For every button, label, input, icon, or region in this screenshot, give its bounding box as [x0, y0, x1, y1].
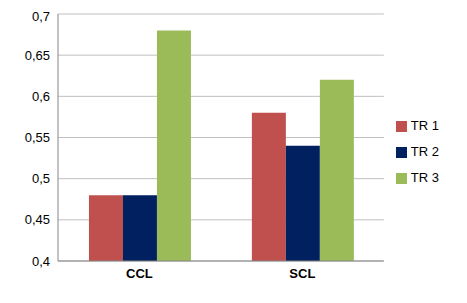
svg-text:0,4: 0,4 [32, 254, 50, 269]
svg-text:CCL: CCL [126, 266, 153, 281]
svg-text:SCL: SCL [289, 266, 315, 281]
svg-text:0,7: 0,7 [32, 9, 50, 24]
html-text:TR 2: TR 2 [410, 143, 439, 159]
html-text:TR 1: TR 1 [410, 117, 439, 133]
svg-text:0,45: 0,45 [25, 212, 50, 227]
svg-text:0,55: 0,55 [25, 130, 50, 145]
svg-text:0,6: 0,6 [32, 89, 50, 104]
svg-text:0,65: 0,65 [25, 48, 50, 63]
svg-text:0,5: 0,5 [32, 171, 50, 186]
html-text:TR 3: TR 3 [410, 169, 439, 185]
